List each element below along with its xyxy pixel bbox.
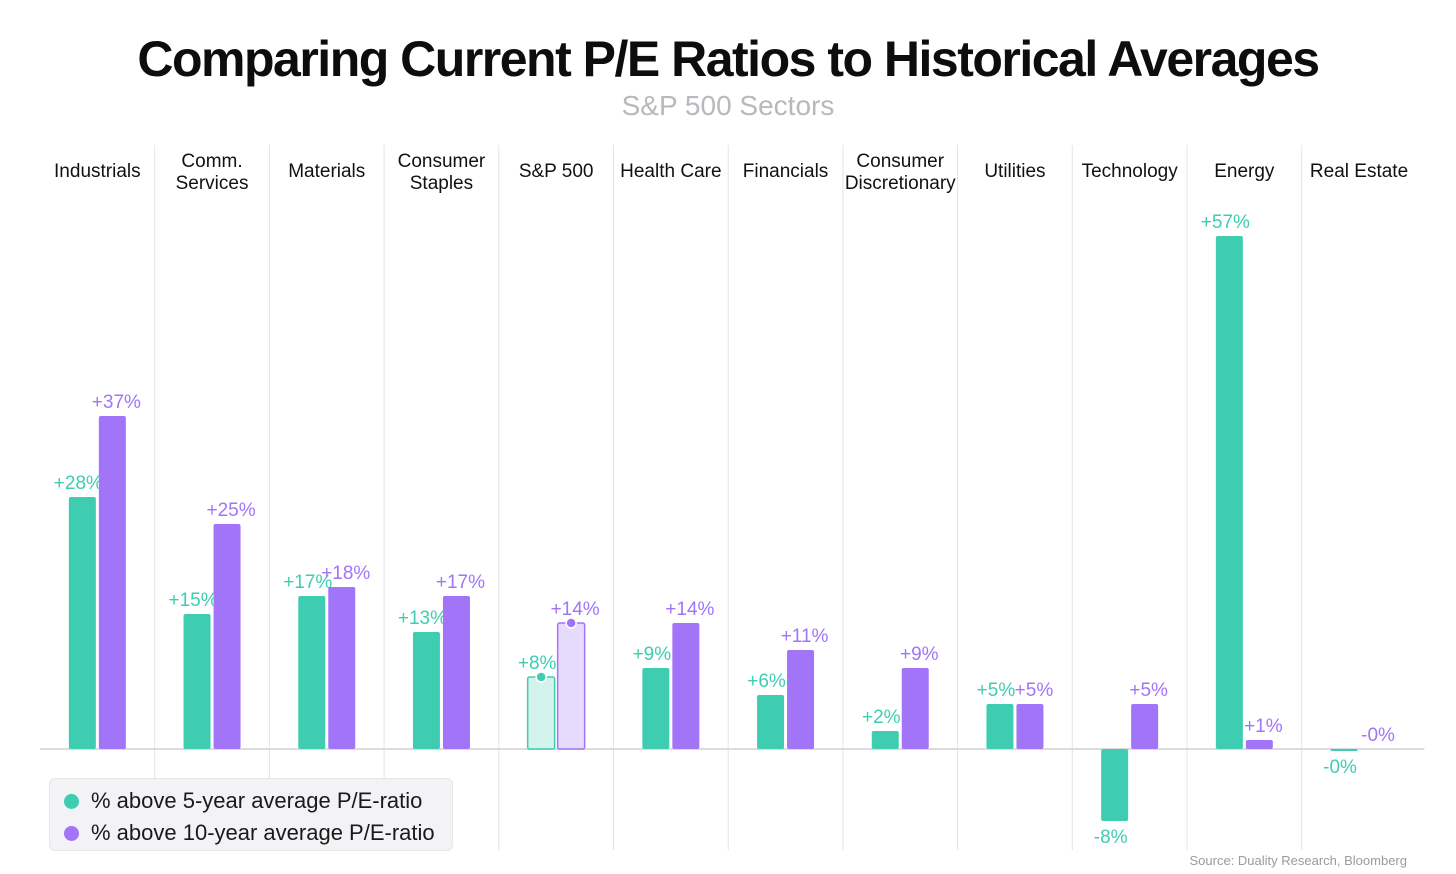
- category-label: Financials: [743, 161, 829, 182]
- bar-5yr: [757, 695, 785, 749]
- value-label-10yr: +14%: [551, 599, 600, 620]
- bar-10yr: [442, 596, 470, 749]
- value-label-10yr: +17%: [436, 572, 485, 593]
- bar-5yr: [526, 676, 556, 750]
- bar-5yr: [642, 668, 670, 749]
- category-label: Health Care: [620, 161, 721, 182]
- bar-10yr: [213, 524, 241, 749]
- category-label: Real Estate: [1310, 161, 1408, 182]
- marker-10yr: [565, 617, 577, 629]
- value-label-5yr: +2%: [862, 707, 901, 728]
- bar-5yr: [298, 596, 326, 749]
- value-label-10yr: +37%: [92, 392, 141, 413]
- marker-5yr: [535, 671, 547, 683]
- value-label-10yr: +1%: [1244, 716, 1283, 737]
- category-label: Utilities: [984, 161, 1045, 182]
- value-label-5yr: +17%: [283, 572, 332, 593]
- bar-5yr: [68, 497, 96, 749]
- value-label-5yr: +28%: [54, 473, 103, 494]
- legend-swatch-10yr: [64, 825, 79, 841]
- value-label-5yr: +5%: [977, 680, 1016, 701]
- value-label-5yr: -0%: [1323, 757, 1357, 778]
- legend: % above 5-year average P/E-ratio % above…: [49, 778, 453, 851]
- bar-10yr: [672, 623, 700, 749]
- bar-5yr: [986, 704, 1014, 749]
- category-label: Industrials: [54, 161, 141, 182]
- value-label-5yr: -8%: [1094, 827, 1128, 848]
- category-label: Materials: [288, 161, 365, 182]
- value-label-10yr: -0%: [1361, 725, 1395, 746]
- bar-10yr: [901, 668, 929, 749]
- category-label: Energy: [1214, 161, 1275, 182]
- category-label: Consumer Staples: [398, 151, 486, 194]
- legend-label-10yr: % above 10-year average P/E-ratio: [91, 820, 435, 845]
- bar-10yr: [98, 416, 126, 749]
- value-label-5yr: +13%: [398, 608, 447, 629]
- bar-5yr: [1215, 236, 1243, 749]
- bar-10yr: [1016, 704, 1044, 749]
- value-label-5yr: +8%: [518, 653, 557, 674]
- value-label-5yr: +15%: [168, 590, 217, 611]
- source-note: Source: Duality Research, Bloomberg: [1189, 853, 1408, 868]
- category-label: S&P 500: [519, 161, 594, 182]
- category-label: Comm. Services: [176, 151, 249, 194]
- value-label-10yr: +9%: [900, 644, 939, 665]
- bar-10yr: [556, 622, 586, 750]
- chart-title: Comparing Current P/E Ratios to Historic…: [137, 31, 1320, 87]
- value-label-5yr: +6%: [747, 671, 786, 692]
- value-label-10yr: +5%: [1015, 680, 1054, 701]
- bar-10yr: [787, 650, 815, 749]
- category-label: Consumer Discretionary: [845, 151, 956, 194]
- value-label-10yr: +18%: [321, 563, 370, 584]
- value-label-10yr: +11%: [781, 626, 829, 647]
- legend-item-5yr: % above 5-year average P/E-ratio: [64, 787, 422, 815]
- bar-10yr: [1245, 740, 1273, 749]
- legend-swatch-5yr: [64, 793, 79, 809]
- bar-5yr: [412, 632, 440, 749]
- value-label-5yr: +57%: [1201, 212, 1250, 233]
- value-label-5yr: +9%: [633, 644, 672, 665]
- bar-10yr: [328, 587, 356, 749]
- bar-5yr: [871, 731, 899, 749]
- category-label: Technology: [1082, 161, 1179, 182]
- chart-subtitle: S&P 500 Sectors: [621, 90, 835, 121]
- bar-5yr: [1330, 749, 1358, 751]
- bar-5yr: [183, 614, 211, 749]
- bar-10yr: [1131, 704, 1159, 749]
- value-label-10yr: +14%: [665, 599, 714, 620]
- legend-item-10yr: % above 10-year average P/E-ratio: [64, 819, 435, 847]
- value-label-10yr: +25%: [206, 500, 255, 521]
- bar-5yr: [1101, 749, 1129, 821]
- value-label-10yr: +5%: [1129, 680, 1168, 701]
- legend-label-5yr: % above 5-year average P/E-ratio: [91, 788, 423, 813]
